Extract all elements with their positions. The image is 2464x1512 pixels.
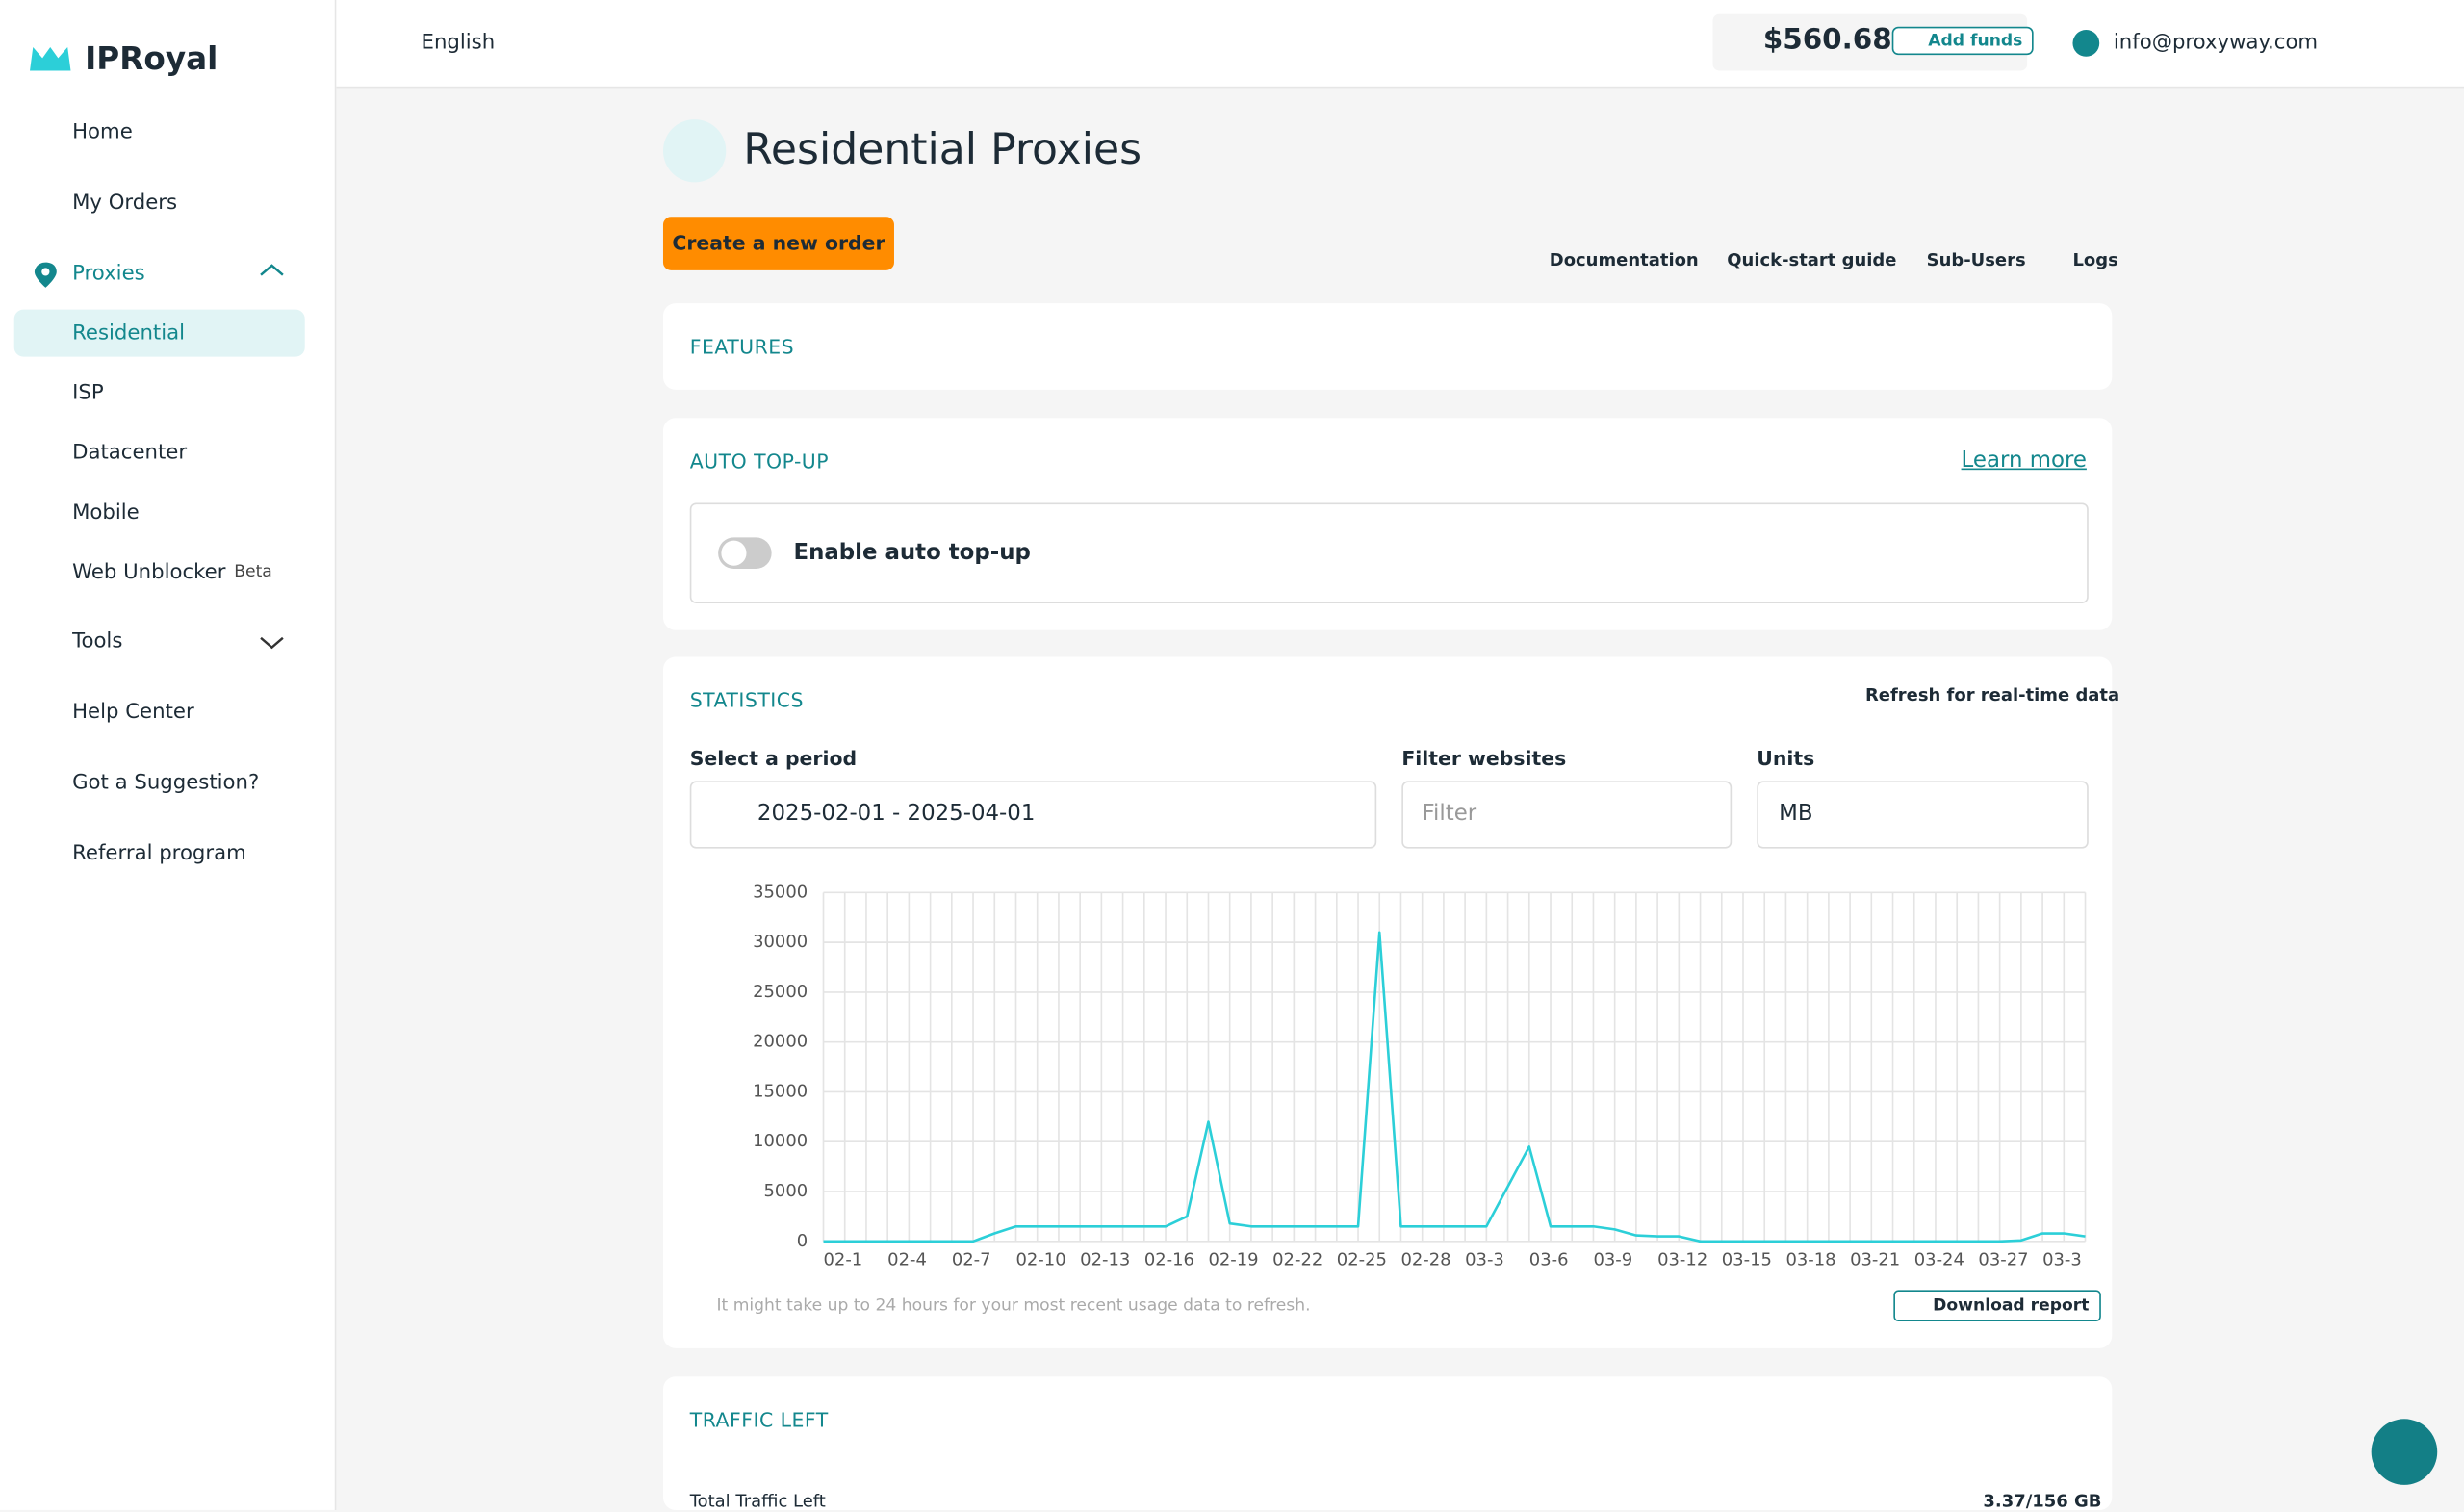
features-card[interactable] — [662, 303, 2113, 390]
note: It might take up to 24 hours for your mo… — [716, 1295, 1311, 1316]
refresh[interactable]: Refresh for real-time data — [1864, 684, 2120, 706]
y-tick-label: 15000 — [753, 1081, 808, 1101]
brand: IPRoyal — [85, 38, 218, 77]
pin-icon — [34, 262, 57, 288]
toggle-box — [689, 502, 2089, 603]
period-value: 2025-02-01 - 2025-04-01 — [757, 801, 1036, 827]
x-tick-label: 03-3 — [1465, 1249, 1504, 1269]
link[interactable]: Logs — [2072, 249, 2118, 270]
y-tick-label: 25000 — [753, 982, 808, 1002]
nav-item[interactable]: Residential — [72, 321, 186, 346]
beta-badge: Beta — [234, 562, 272, 582]
y-tick-label: 30000 — [753, 932, 808, 952]
y-tick-label: 10000 — [753, 1131, 808, 1151]
download[interactable]: Download report — [1893, 1290, 2102, 1322]
nav-item[interactable]: Got a Suggestion? — [72, 771, 260, 796]
x-tick-label: 03-27 — [1978, 1249, 2028, 1269]
traffic-label: Total Traffic Left — [689, 1491, 826, 1512]
logo-icon — [30, 46, 71, 71]
nav-item[interactable]: Help Center — [72, 701, 194, 725]
x-tick-label: 02-1 — [824, 1249, 863, 1269]
x-tick-label: 02-4 — [887, 1249, 927, 1269]
x-tick-label: 02-7 — [952, 1249, 991, 1269]
add-funds[interactable]: Add funds — [1891, 26, 2034, 56]
nav-item[interactable]: Home — [72, 120, 133, 145]
nav-item[interactable]: ISP — [72, 381, 104, 406]
x-tick-label: 02-13 — [1080, 1249, 1130, 1269]
field-label: Units — [1757, 746, 1815, 770]
x-tick-label: 03-18 — [1785, 1249, 1835, 1269]
chat-button[interactable] — [2371, 1419, 2438, 1485]
x-tick-label: 02-25 — [1337, 1249, 1387, 1269]
section-title: FEATURES — [689, 334, 795, 359]
link[interactable]: Documentation — [1549, 249, 1699, 270]
nav-item[interactable]: Referral program — [72, 842, 246, 866]
chevron — [260, 264, 284, 276]
x-tick-label: 03-6 — [1529, 1249, 1569, 1269]
link[interactable]: Sub-Users — [1926, 249, 2026, 270]
section-title: STATISTICS — [689, 688, 804, 712]
x-tick-label: 02-16 — [1144, 1249, 1194, 1269]
x-tick-label: 03-24 — [1914, 1249, 1964, 1269]
x-tick-label: 03-3 — [2042, 1249, 2082, 1269]
y-tick-label: 35000 — [753, 882, 808, 902]
create-order[interactable]: Create a new order — [662, 217, 894, 270]
section-title: TRAFFIC LEFT — [689, 1407, 829, 1432]
y-tick-label: 0 — [797, 1231, 808, 1251]
x-tick-label: 03-9 — [1593, 1249, 1632, 1269]
nav-item[interactable]: Proxies — [72, 262, 145, 287]
sidebar: IPRoyal Home My Orders Proxies Residenti… — [0, 0, 337, 1510]
email[interactable]: info@proxyway.com — [2113, 31, 2319, 56]
nav-item[interactable]: Datacenter — [72, 441, 188, 466]
units-value: MB — [1779, 801, 1813, 827]
page-title: Residential Proxies — [743, 125, 1142, 175]
nav-item[interactable]: Web Unblocker — [72, 560, 226, 585]
nav-item[interactable]: Tools — [72, 629, 123, 654]
link[interactable]: Quick-start guide — [1727, 249, 1897, 270]
x-tick-label: 02-10 — [1015, 1249, 1065, 1269]
period-select[interactable] — [689, 781, 1377, 849]
nav-item[interactable]: Mobile — [72, 500, 140, 525]
line — [823, 931, 2086, 1243]
toggle[interactable] — [718, 537, 772, 570]
toggle-label: Enable auto top-up — [793, 540, 1031, 566]
x-tick-label: 02-28 — [1400, 1249, 1450, 1269]
x-tick-label: 03-12 — [1657, 1249, 1707, 1269]
filter-input[interactable] — [1401, 781, 1732, 849]
page-icon — [662, 119, 727, 183]
section-title: AUTO TOP-UP — [689, 448, 830, 474]
language[interactable]: English — [421, 31, 496, 56]
nav-item[interactable]: My Orders — [72, 192, 178, 216]
x-tick-label: 02-19 — [1208, 1249, 1258, 1269]
stats-card — [662, 656, 2113, 1348]
x-tick-label: 02-22 — [1272, 1249, 1322, 1269]
units-select[interactable] — [1757, 781, 2089, 849]
y-tick-label: 5000 — [764, 1181, 808, 1201]
y-tick-label: 20000 — [753, 1032, 808, 1052]
topbar: English $560.68 Add funds info@proxyway.… — [336, 0, 2464, 89]
learn-more[interactable]: Learn more — [1961, 448, 2087, 474]
x-tick-label: 03-15 — [1722, 1249, 1772, 1269]
verified-icon — [2072, 30, 2100, 57]
filter-placeholder: Filter — [1422, 801, 1477, 827]
x-tick-label: 03-21 — [1850, 1249, 1900, 1269]
field-label: Select a period — [689, 746, 858, 770]
chevron — [260, 636, 284, 650]
field-label: Filter websites — [1401, 746, 1567, 770]
active-bg — [13, 309, 305, 357]
balance: $560.68 — [1762, 23, 1892, 57]
traffic-card — [662, 1376, 2113, 1510]
traffic-value: 3.37/156 GB — [1983, 1491, 2102, 1512]
